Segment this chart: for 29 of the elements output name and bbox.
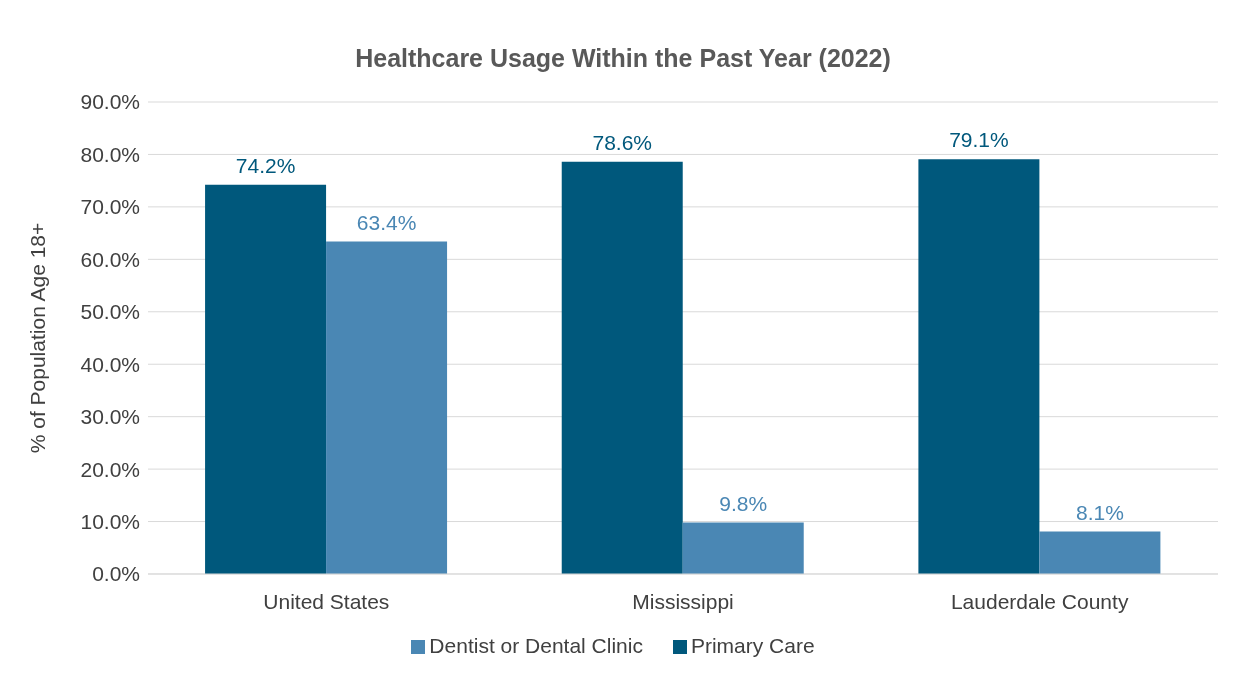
data-label: 8.1% [1075, 500, 1124, 524]
y-tick-label: 20.0% [80, 457, 140, 481]
bar [682, 522, 804, 574]
data-label: 74.2% [235, 153, 296, 177]
x-tick-label: Lauderdale County [950, 589, 1129, 613]
legend-label: Dentist or Dental Clinic [429, 634, 643, 657]
bar [1039, 531, 1161, 574]
bar [561, 161, 683, 574]
x-tick-label: United States [263, 589, 390, 613]
y-tick-label: 0.0% [92, 562, 140, 586]
y-axis-title: % of Population Age 18+ [26, 222, 50, 454]
data-label: 9.8% [719, 491, 768, 515]
bar [326, 241, 448, 574]
data-label: 78.6% [592, 130, 653, 154]
y-tick-label: 70.0% [80, 195, 140, 219]
y-tick-label: 80.0% [80, 142, 140, 166]
y-tick-label: 30.0% [80, 405, 140, 429]
y-tick-label: 90.0% [80, 90, 140, 114]
y-tick-label: 10.0% [80, 510, 140, 534]
x-tick-label: Mississippi [632, 589, 734, 613]
y-tick-label: 60.0% [80, 247, 140, 271]
chart-title: Healthcare Usage Within the Past Year (2022) [354, 43, 892, 74]
data-label: 79.1% [949, 128, 1009, 152]
y-tick-label: 40.0% [80, 352, 140, 376]
y-tick-label: 50.0% [80, 300, 140, 324]
bar [205, 184, 327, 574]
data-label: 63.4% [356, 210, 417, 234]
legend-label: Primary Care [690, 634, 815, 657]
bar [918, 159, 1040, 574]
